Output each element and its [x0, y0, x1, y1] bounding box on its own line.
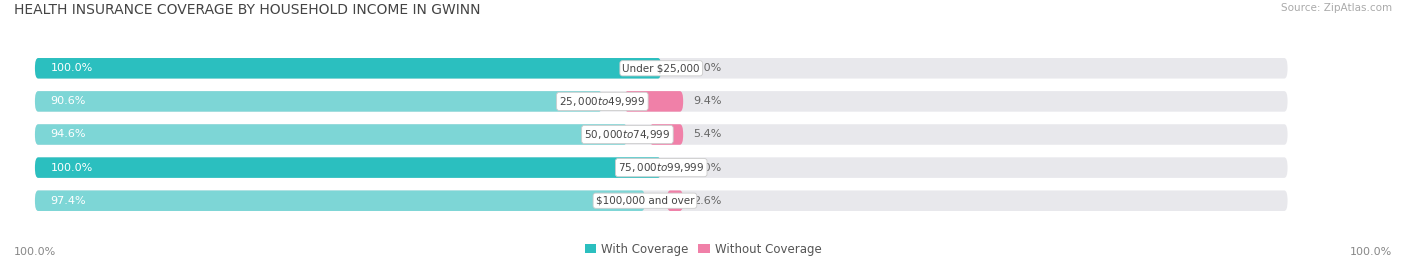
Text: 100.0%: 100.0% — [1350, 247, 1392, 257]
FancyBboxPatch shape — [35, 124, 627, 145]
Text: Under $25,000: Under $25,000 — [623, 63, 700, 73]
Text: $50,000 to $74,999: $50,000 to $74,999 — [585, 128, 671, 141]
FancyBboxPatch shape — [35, 91, 1288, 112]
Text: 100.0%: 100.0% — [14, 247, 56, 257]
FancyBboxPatch shape — [624, 91, 683, 112]
Text: 97.4%: 97.4% — [51, 196, 86, 206]
FancyBboxPatch shape — [35, 58, 661, 79]
FancyBboxPatch shape — [35, 124, 1288, 145]
Text: 0.0%: 0.0% — [693, 162, 721, 173]
FancyBboxPatch shape — [35, 58, 1288, 79]
FancyBboxPatch shape — [35, 190, 1288, 211]
Text: 9.4%: 9.4% — [693, 96, 723, 107]
Text: $100,000 and over: $100,000 and over — [596, 196, 695, 206]
FancyBboxPatch shape — [666, 190, 683, 211]
FancyBboxPatch shape — [35, 157, 1288, 178]
FancyBboxPatch shape — [35, 91, 602, 112]
Text: 100.0%: 100.0% — [51, 63, 93, 73]
Text: 5.4%: 5.4% — [693, 129, 721, 140]
Legend: With Coverage, Without Coverage: With Coverage, Without Coverage — [579, 238, 827, 260]
Text: $75,000 to $99,999: $75,000 to $99,999 — [619, 161, 704, 174]
Text: 90.6%: 90.6% — [51, 96, 86, 107]
Text: 94.6%: 94.6% — [51, 129, 86, 140]
Text: 100.0%: 100.0% — [51, 162, 93, 173]
FancyBboxPatch shape — [35, 157, 661, 178]
Text: 0.0%: 0.0% — [693, 63, 721, 73]
FancyBboxPatch shape — [650, 124, 683, 145]
Text: Source: ZipAtlas.com: Source: ZipAtlas.com — [1281, 3, 1392, 13]
FancyBboxPatch shape — [35, 190, 645, 211]
Text: $25,000 to $49,999: $25,000 to $49,999 — [560, 95, 645, 108]
Text: HEALTH INSURANCE COVERAGE BY HOUSEHOLD INCOME IN GWINN: HEALTH INSURANCE COVERAGE BY HOUSEHOLD I… — [14, 3, 481, 17]
Text: 2.6%: 2.6% — [693, 196, 721, 206]
